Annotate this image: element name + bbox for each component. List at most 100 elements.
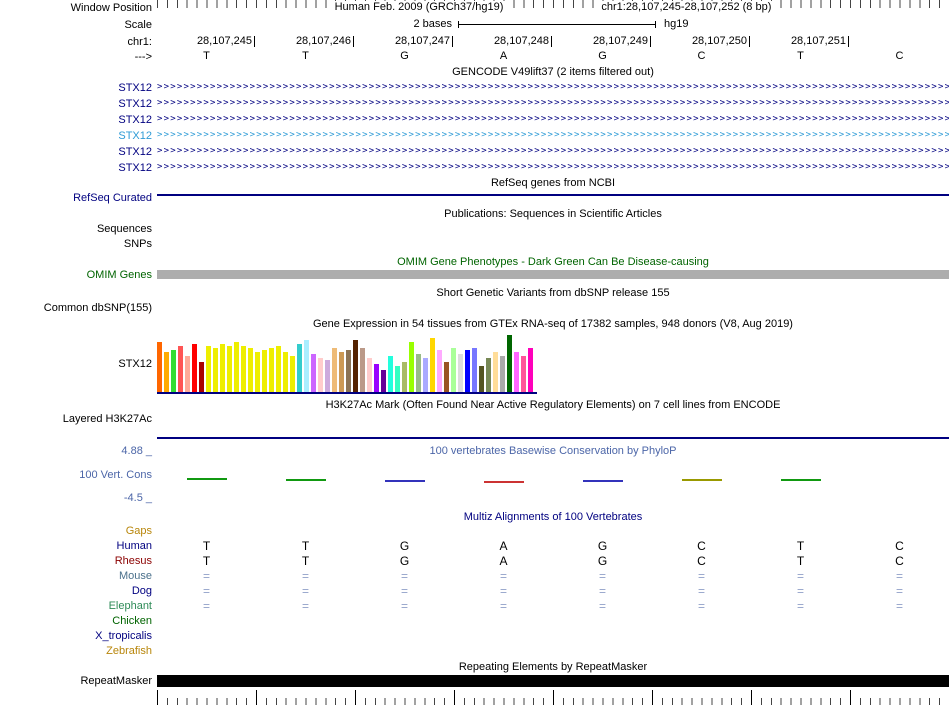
- gtex-bar[interactable]: [220, 344, 225, 392]
- gtex-bar[interactable]: [444, 362, 449, 392]
- gtex-bar[interactable]: [472, 348, 477, 392]
- species-label[interactable]: Rhesus: [114, 555, 152, 567]
- gtex-bar[interactable]: [297, 344, 302, 392]
- multiz-row[interactable]: = = = = = = = =: [157, 584, 949, 598]
- gtex-bar[interactable]: [283, 352, 288, 392]
- gtex-bar[interactable]: [325, 360, 330, 392]
- gene-label[interactable]: STX12: [118, 82, 152, 94]
- gtex-bar[interactable]: [409, 342, 414, 392]
- multiz-row[interactable]: [157, 524, 949, 538]
- gtex-bar[interactable]: [402, 362, 407, 392]
- common-dbsnp-label[interactable]: Common dbSNP(155): [43, 302, 152, 314]
- layered-h3k27ac-label[interactable]: Layered H3K27Ac: [62, 413, 152, 425]
- gtex-bar[interactable]: [199, 362, 204, 392]
- phylop-track-label[interactable]: 100 Vert. Cons: [79, 469, 152, 481]
- snps-label[interactable]: SNPs: [123, 238, 152, 250]
- gene-label[interactable]: STX12: [118, 130, 152, 142]
- gtex-chart[interactable]: [157, 334, 949, 394]
- gtex-bar[interactable]: [255, 352, 260, 392]
- gene-transcript[interactable]: >>>>>>>>>>>>>>>>>>>>>>>>>>>>>>>>>>>>>>>>…: [157, 98, 949, 108]
- gtex-bar[interactable]: [528, 348, 533, 392]
- gtex-bar[interactable]: [248, 348, 253, 392]
- gtex-bar[interactable]: [269, 348, 274, 392]
- gtex-bar[interactable]: [227, 346, 232, 392]
- gtex-bar[interactable]: [157, 342, 162, 392]
- gtex-bar[interactable]: [521, 356, 526, 392]
- gtex-bar[interactable]: [318, 358, 323, 392]
- gtex-bar[interactable]: [290, 356, 295, 392]
- gtex-bar[interactable]: [311, 354, 316, 392]
- gtex-bar[interactable]: [192, 344, 197, 392]
- gene-label[interactable]: STX12: [118, 114, 152, 126]
- species-label[interactable]: Elephant: [108, 600, 152, 612]
- refseq-curated-item[interactable]: [157, 194, 949, 196]
- species-label[interactable]: Dog: [131, 585, 152, 597]
- repeatmasker-label[interactable]: RepeatMasker: [80, 675, 152, 687]
- multiz-row[interactable]: [157, 644, 949, 658]
- gtex-bar[interactable]: [234, 342, 239, 392]
- refseq-curated-label[interactable]: RefSeq Curated: [73, 192, 152, 204]
- alignment-cell: =: [697, 569, 705, 583]
- species-label[interactable]: Chicken: [112, 615, 152, 627]
- sequences-label[interactable]: Sequences: [96, 223, 152, 235]
- gtex-bar[interactable]: [430, 338, 435, 392]
- gtex-bar[interactable]: [339, 352, 344, 392]
- gtex-bar[interactable]: [479, 366, 484, 392]
- gtex-bar[interactable]: [332, 348, 337, 392]
- gene-label[interactable]: STX12: [118, 162, 152, 174]
- gene-transcript[interactable]: >>>>>>>>>>>>>>>>>>>>>>>>>>>>>>>>>>>>>>>>…: [157, 82, 949, 92]
- multiz-row[interactable]: = = = = = = = =: [157, 599, 949, 613]
- gtex-bar[interactable]: [514, 352, 519, 392]
- gtex-bar[interactable]: [262, 350, 267, 392]
- multiz-row[interactable]: = = = = = = = =: [157, 569, 949, 583]
- gtex-bar[interactable]: [360, 348, 365, 392]
- coordinate-label: 28,107,246: [295, 35, 351, 47]
- gtex-bar[interactable]: [171, 350, 176, 392]
- omim-genes-label[interactable]: OMIM Genes: [86, 269, 152, 281]
- gtex-gene-label[interactable]: STX12: [118, 358, 152, 370]
- gtex-bar[interactable]: [374, 364, 379, 392]
- gene-label[interactable]: STX12: [118, 98, 152, 110]
- gtex-bar[interactable]: [185, 356, 190, 392]
- omim-gene-bar[interactable]: [157, 270, 949, 279]
- species-label[interactable]: Gaps: [125, 525, 152, 537]
- gtex-bar[interactable]: [178, 346, 183, 392]
- gene-label[interactable]: STX12: [118, 146, 152, 158]
- gtex-bar[interactable]: [423, 358, 428, 392]
- gtex-bar[interactable]: [241, 346, 246, 392]
- gene-transcript[interactable]: >>>>>>>>>>>>>>>>>>>>>>>>>>>>>>>>>>>>>>>>…: [157, 162, 949, 172]
- gtex-bar[interactable]: [507, 335, 512, 392]
- multiz-row[interactable]: [157, 614, 949, 628]
- gene-transcript[interactable]: >>>>>>>>>>>>>>>>>>>>>>>>>>>>>>>>>>>>>>>>…: [157, 130, 949, 140]
- gtex-bar[interactable]: [213, 348, 218, 392]
- gtex-bar[interactable]: [458, 354, 463, 392]
- gtex-bar[interactable]: [493, 352, 498, 392]
- gtex-bar[interactable]: [416, 354, 421, 392]
- repeatmasker-item[interactable]: [157, 675, 949, 687]
- gtex-bar[interactable]: [381, 370, 386, 392]
- phylop-area[interactable]: [157, 460, 949, 505]
- species-label[interactable]: X_tropicalis: [95, 630, 152, 642]
- gtex-bar[interactable]: [206, 346, 211, 392]
- gtex-bar[interactable]: [304, 340, 309, 392]
- gtex-bar[interactable]: [437, 350, 442, 392]
- gtex-bar[interactable]: [388, 356, 393, 392]
- gtex-bar[interactable]: [276, 346, 281, 392]
- species-label[interactable]: Human: [116, 540, 152, 552]
- gtex-bar[interactable]: [395, 366, 400, 392]
- gtex-bar[interactable]: [353, 340, 358, 392]
- gtex-bar[interactable]: [451, 348, 456, 392]
- gtex-bar[interactable]: [486, 358, 491, 392]
- species-label[interactable]: Mouse: [118, 570, 152, 582]
- gtex-bar[interactable]: [500, 356, 505, 392]
- gene-transcript[interactable]: >>>>>>>>>>>>>>>>>>>>>>>>>>>>>>>>>>>>>>>>…: [157, 114, 949, 124]
- gene-transcript[interactable]: >>>>>>>>>>>>>>>>>>>>>>>>>>>>>>>>>>>>>>>>…: [157, 146, 949, 156]
- species-label[interactable]: Zebrafish: [106, 645, 152, 657]
- gtex-bar[interactable]: [164, 352, 169, 392]
- multiz-row[interactable]: [157, 629, 949, 643]
- gtex-bar[interactable]: [346, 350, 351, 392]
- gtex-bar[interactable]: [465, 350, 470, 392]
- gtex-bar[interactable]: [367, 358, 372, 392]
